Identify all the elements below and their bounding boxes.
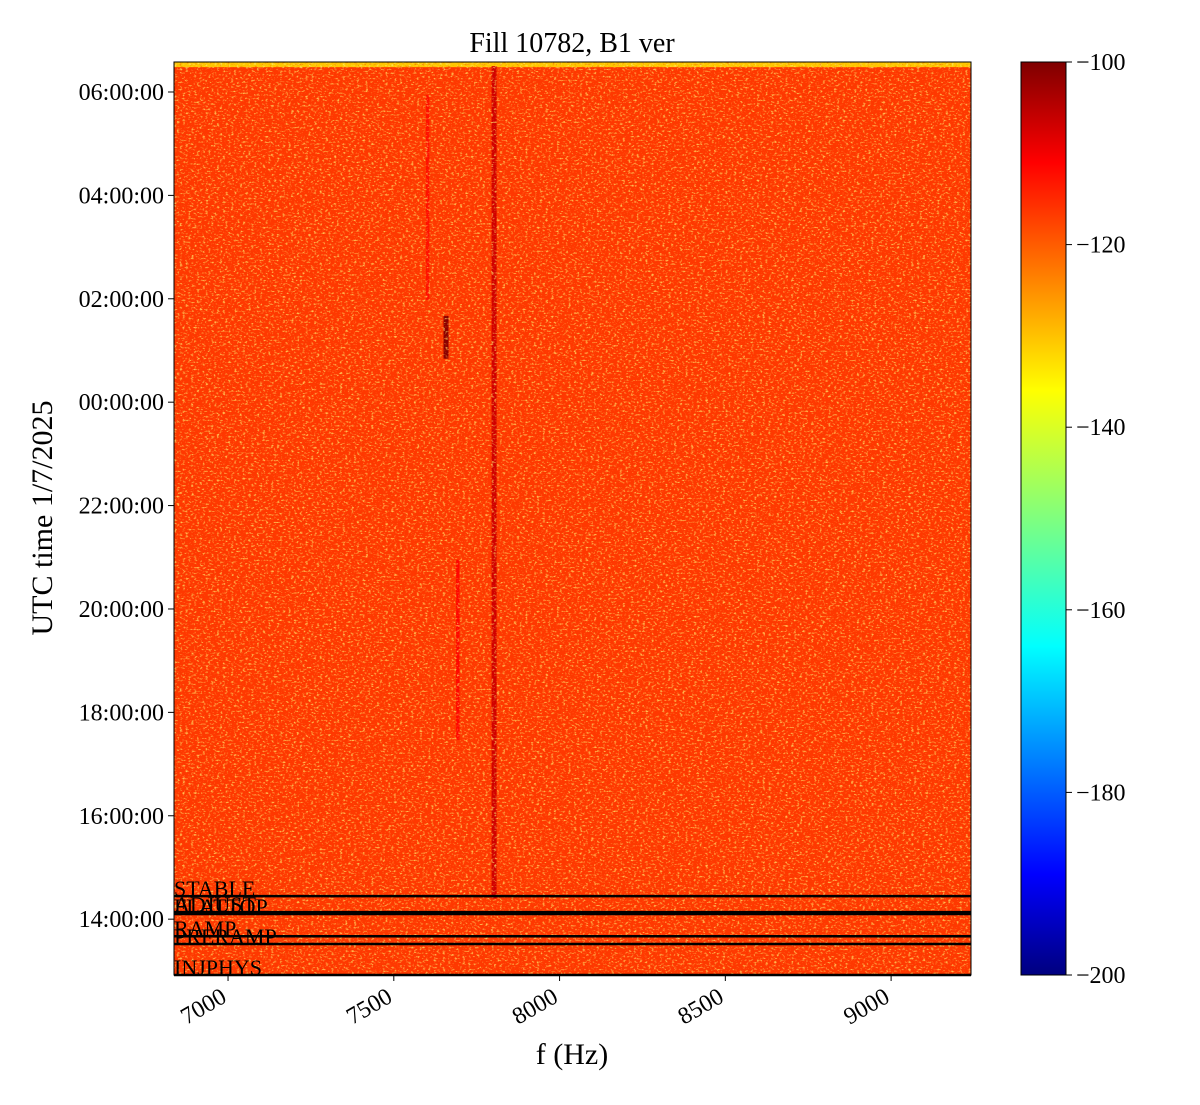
x-tick-label: 7500 bbox=[342, 984, 397, 1031]
colorbar-tick-label: −180 bbox=[1076, 780, 1126, 806]
y-tick-label: 14:00:00 bbox=[79, 907, 164, 933]
event-label: FLATTOP bbox=[174, 894, 268, 919]
colorbar-tick-label: −160 bbox=[1076, 598, 1126, 624]
y-tick-label: 20:00:00 bbox=[79, 597, 164, 623]
y-tick-label: 16:00:00 bbox=[79, 804, 164, 830]
y-tick-label: 00:00:00 bbox=[79, 390, 164, 416]
colorbar-tick-label: −140 bbox=[1076, 415, 1126, 441]
event-label: RAMP bbox=[174, 916, 236, 941]
plot-frame bbox=[173, 61, 972, 976]
event-label: INJPHYS bbox=[174, 955, 262, 980]
y-tick-label: 04:00:00 bbox=[79, 183, 164, 209]
event-label: PRERAMP bbox=[174, 924, 277, 949]
x-tick-label: 8000 bbox=[508, 984, 563, 1031]
colorbar-tick-label: −200 bbox=[1076, 963, 1126, 989]
event-label: STABLE bbox=[174, 876, 255, 901]
y-tick-label: 06:00:00 bbox=[79, 80, 164, 106]
y-tick-label: 18:00:00 bbox=[79, 700, 164, 726]
x-tick-label: 8500 bbox=[674, 984, 729, 1031]
y-tick-label: 22:00:00 bbox=[79, 494, 164, 520]
y-axis-label: UTC time 1/7/2025 bbox=[26, 401, 59, 636]
colorbar-tick-label: −100 bbox=[1076, 50, 1126, 76]
colorbar-tick-label: −120 bbox=[1076, 233, 1126, 259]
colorbar bbox=[1020, 61, 1067, 976]
x-tick-label: 7000 bbox=[176, 984, 231, 1031]
chart-title: Fill 10782, B1 ver bbox=[469, 28, 675, 59]
speckle-red bbox=[174, 62, 971, 975]
noise-texture bbox=[174, 62, 971, 975]
x-tick-label: 9000 bbox=[840, 984, 895, 1031]
y-tick-label: 02:00:00 bbox=[79, 287, 164, 313]
x-axis-label: f (Hz) bbox=[536, 1038, 608, 1071]
